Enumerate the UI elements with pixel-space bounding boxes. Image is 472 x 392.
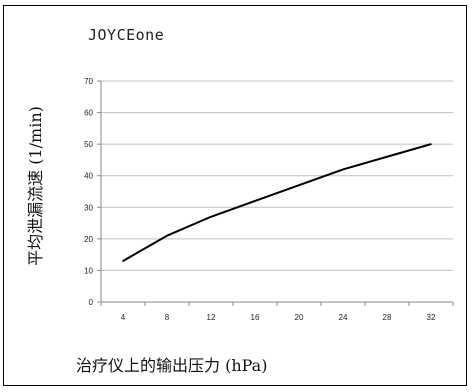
chart-frame <box>3 5 467 386</box>
data-point-24 <box>342 168 344 171</box>
data-point-20 <box>298 184 300 186</box>
x-tick-label-4: 4 <box>121 313 126 322</box>
x-tick-label-12: 12 <box>207 313 216 322</box>
x-tick-label-32: 32 <box>427 313 436 322</box>
y-tick-label-50: 50 <box>84 140 93 149</box>
data-point-16 <box>254 200 256 202</box>
y-tick-label-10: 10 <box>84 266 93 275</box>
x-tick-label-24: 24 <box>339 313 348 322</box>
data-point-12 <box>210 215 212 218</box>
y-tick-label-60: 60 <box>84 109 93 118</box>
x-tick-label-20: 20 <box>295 313 304 322</box>
y-tick-label-70: 70 <box>84 77 93 86</box>
y-tick-label-30: 30 <box>84 203 93 212</box>
data-point-28 <box>386 155 388 158</box>
chart-title: JOYCEone <box>88 26 165 44</box>
y-tick-label-20: 20 <box>84 235 93 244</box>
x-axis-label: 治疗仪上的输出压力 (hPa) <box>76 356 268 375</box>
x-tick-label-28: 28 <box>383 313 392 322</box>
data-point-32 <box>430 143 432 145</box>
series-line-0 <box>122 143 432 262</box>
y-tick-label-0: 0 <box>89 298 94 307</box>
data-point-4 <box>122 260 124 262</box>
y-tick-label-40: 40 <box>84 172 93 181</box>
x-tick-label-16: 16 <box>251 313 260 322</box>
data-point-8 <box>166 234 168 237</box>
x-tick-label-8: 8 <box>165 313 170 322</box>
